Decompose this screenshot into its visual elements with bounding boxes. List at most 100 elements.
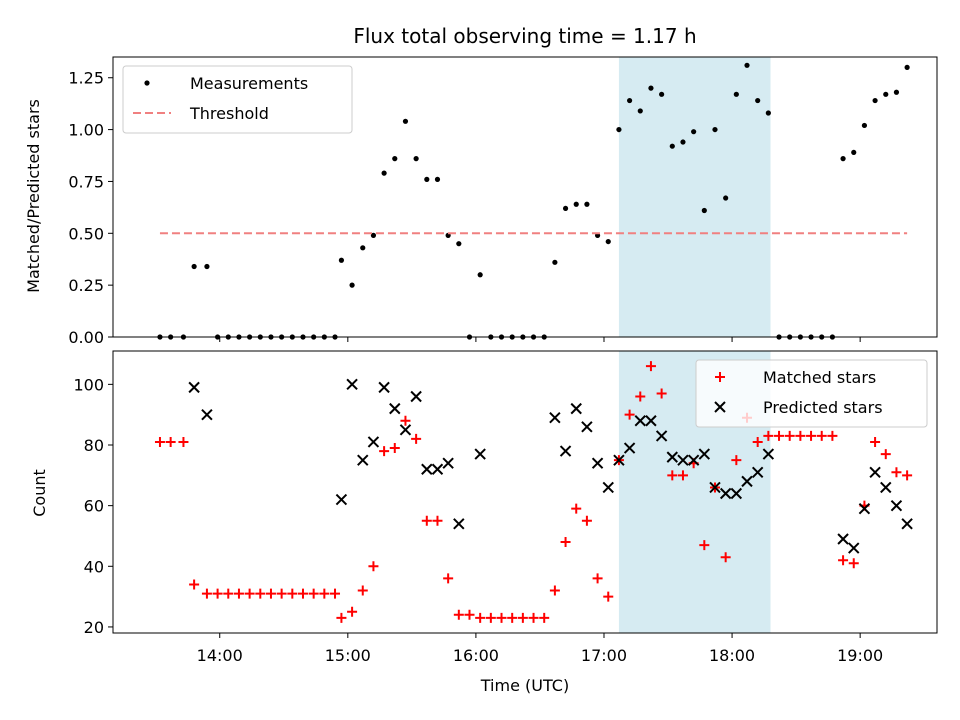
data-point	[723, 195, 729, 201]
chart-title: Flux total observing time = 1.17 h	[353, 24, 696, 48]
data-point	[346, 378, 358, 391]
data-point	[701, 207, 707, 214]
data-point	[795, 430, 806, 441]
data-point	[581, 515, 592, 526]
data-point	[399, 424, 412, 436]
legend-label: Measurements	[190, 74, 308, 93]
legend-box	[122, 65, 353, 134]
data-point	[659, 91, 665, 97]
data-point	[357, 454, 369, 466]
data-point	[562, 205, 569, 212]
x-tick-label: 17:00	[581, 646, 627, 665]
bottom-series-1	[188, 378, 913, 554]
data-point	[378, 381, 390, 394]
data-point	[552, 259, 558, 265]
data-point	[402, 118, 409, 124]
y-tick-label: 1.25	[68, 69, 104, 88]
data-point	[573, 201, 579, 207]
data-point	[389, 443, 400, 454]
data-point	[592, 573, 603, 584]
data-point	[869, 466, 881, 478]
data-point	[872, 97, 878, 104]
data-point	[255, 588, 266, 599]
data-point	[571, 503, 582, 514]
data-point	[381, 170, 387, 176]
data-point	[233, 588, 244, 599]
legend-marker	[715, 372, 725, 382]
data-point	[165, 436, 176, 447]
data-point	[731, 455, 742, 466]
data-point	[656, 388, 667, 399]
y-tick-label: 80	[84, 436, 104, 455]
data-point	[880, 449, 891, 460]
data-point	[539, 612, 550, 623]
data-point	[379, 446, 390, 457]
legend-marker	[144, 80, 150, 86]
bottom-axes-frame	[112, 350, 938, 634]
data-point	[154, 436, 165, 447]
data-point	[699, 540, 710, 551]
data-point	[901, 518, 913, 530]
legend-label: Predicted stars	[763, 398, 883, 417]
data-point	[893, 89, 900, 95]
data-point	[349, 282, 355, 288]
data-point	[474, 448, 486, 460]
y-tick-label: 40	[84, 557, 104, 576]
x-tick-label: 15:00	[325, 646, 371, 665]
data-point	[840, 156, 846, 162]
x-axis-label: Time (UTC)	[480, 676, 569, 695]
data-point	[765, 110, 771, 116]
data-point	[581, 421, 593, 433]
top-panel: 0.00 0.25 0.50 0.75 1.00 1.25 Measurements Thre…	[68, 56, 938, 347]
data-point	[456, 241, 462, 247]
data-point	[687, 454, 700, 466]
data-point	[421, 515, 432, 526]
data-point	[709, 481, 721, 494]
data-point	[603, 591, 614, 602]
data-point	[308, 588, 319, 599]
data-point	[645, 415, 657, 427]
data-point	[605, 238, 611, 245]
data-point	[453, 518, 465, 530]
data-point	[549, 585, 560, 596]
y-tick-label: 0.25	[68, 276, 104, 295]
y-tick-label: 0.75	[68, 172, 104, 191]
y-tick-label: 0.50	[68, 224, 104, 243]
bottom-legend: Matched stars Predicted stars	[695, 359, 928, 428]
data-point	[244, 588, 255, 599]
data-point	[616, 126, 622, 133]
data-point	[431, 463, 444, 475]
y-tick-label: 60	[84, 497, 104, 516]
data-point	[848, 558, 859, 569]
data-point	[744, 62, 750, 68]
data-point	[370, 232, 377, 238]
data-point	[424, 176, 430, 182]
data-point	[677, 454, 689, 466]
data-point	[528, 612, 539, 623]
data-point	[751, 466, 764, 478]
top-axes-frame	[112, 56, 938, 338]
data-point	[368, 561, 379, 572]
data-point	[602, 481, 614, 494]
data-point	[719, 487, 732, 500]
data-point	[837, 533, 849, 545]
data-point	[645, 361, 656, 372]
data-point	[443, 573, 454, 584]
data-point	[188, 381, 200, 394]
data-point	[698, 448, 711, 460]
data-point	[319, 588, 330, 599]
legend-label: Matched stars	[763, 368, 876, 387]
data-point	[666, 451, 679, 463]
data-point	[591, 457, 604, 469]
data-point	[784, 430, 795, 441]
data-point	[667, 470, 678, 481]
data-point	[276, 588, 287, 599]
data-point	[432, 515, 443, 526]
top-legend: Measurements Threshold	[122, 65, 353, 134]
data-point	[223, 588, 234, 599]
bottom-panel: 20 40 60 80 100 14:00 15:00 16:00 17:00 18:00 19:0…	[73, 350, 938, 665]
data-point	[755, 97, 761, 104]
data-point	[178, 436, 189, 447]
data-point	[904, 64, 910, 70]
data-point	[570, 402, 582, 415]
